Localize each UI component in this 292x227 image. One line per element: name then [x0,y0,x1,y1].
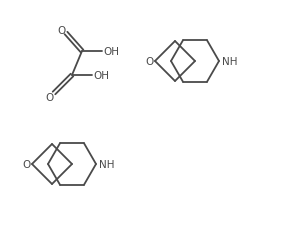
Text: NH: NH [222,57,237,67]
Text: O: O [45,93,53,103]
Text: O: O [22,159,30,169]
Text: O: O [57,26,65,36]
Text: OH: OH [93,71,109,81]
Text: NH: NH [99,159,114,169]
Text: O: O [145,57,153,67]
Text: OH: OH [103,47,119,57]
